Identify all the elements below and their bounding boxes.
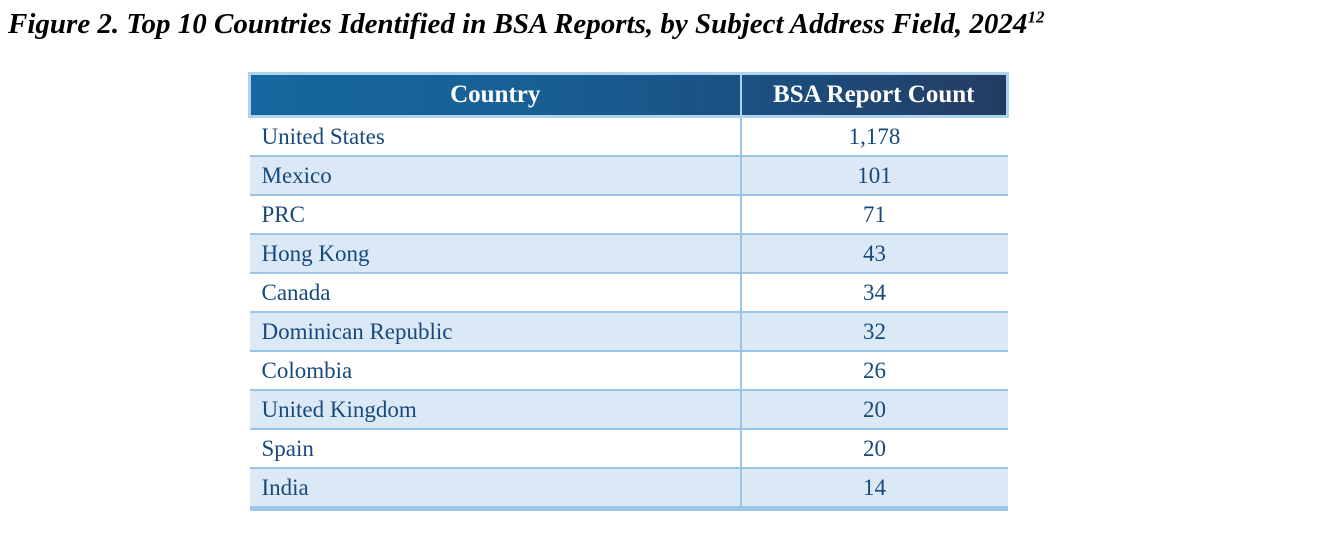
country-cell: Colombia	[249, 351, 742, 391]
table-row: Canada 34	[249, 273, 1008, 313]
column-header-country: Country	[248, 72, 742, 118]
table-header-row: Country BSA Report Count	[248, 72, 1009, 118]
column-header-bsa-report-count: BSA Report Count	[740, 72, 1009, 118]
country-cell: United States	[249, 116, 742, 157]
table-body: United States 1,178 Mexico 101 PRC 71 Hong Kon…	[249, 116, 1008, 511]
count-cell: 43	[740, 234, 1008, 274]
figure-table-container: Country BSA Report Count United States 1,…	[248, 72, 1009, 511]
country-cell: Canada	[249, 273, 742, 313]
country-cell: Mexico	[249, 156, 742, 196]
figure-title-text: Figure 2. Top 10 Countries Identified in…	[8, 8, 1028, 40]
country-cell: PRC	[249, 195, 742, 235]
table-header: Country BSA Report Count	[248, 72, 1009, 118]
count-cell: 1,178	[740, 116, 1008, 157]
table-row: India 14	[249, 468, 1008, 511]
footnote-marker: 12	[1027, 7, 1045, 27]
country-cell: Spain	[249, 429, 742, 469]
count-cell: 26	[740, 351, 1008, 391]
country-cell: Dominican Republic	[249, 312, 742, 352]
table-row: PRC 71	[249, 195, 1008, 235]
table-row: Spain 20	[249, 429, 1008, 469]
table-row: Mexico 101	[249, 156, 1008, 196]
figure-title: Figure 2. Top 10 Countries Identified in…	[8, 4, 1044, 44]
bsa-countries-table: Country BSA Report Count United States 1,…	[248, 72, 1009, 511]
table-row: United States 1,178	[249, 116, 1008, 157]
table-row: Colombia 26	[249, 351, 1008, 391]
count-cell: 71	[740, 195, 1008, 235]
count-cell: 101	[740, 156, 1008, 196]
country-cell: United Kingdom	[249, 390, 742, 430]
table-row: Dominican Republic 32	[249, 312, 1008, 352]
country-cell: India	[249, 468, 742, 511]
count-cell: 20	[740, 390, 1008, 430]
country-cell: Hong Kong	[249, 234, 742, 274]
table-row: United Kingdom 20	[249, 390, 1008, 430]
count-cell: 14	[740, 468, 1008, 511]
count-cell: 32	[740, 312, 1008, 352]
table-row: Hong Kong 43	[249, 234, 1008, 274]
count-cell: 34	[740, 273, 1008, 313]
count-cell: 20	[740, 429, 1008, 469]
